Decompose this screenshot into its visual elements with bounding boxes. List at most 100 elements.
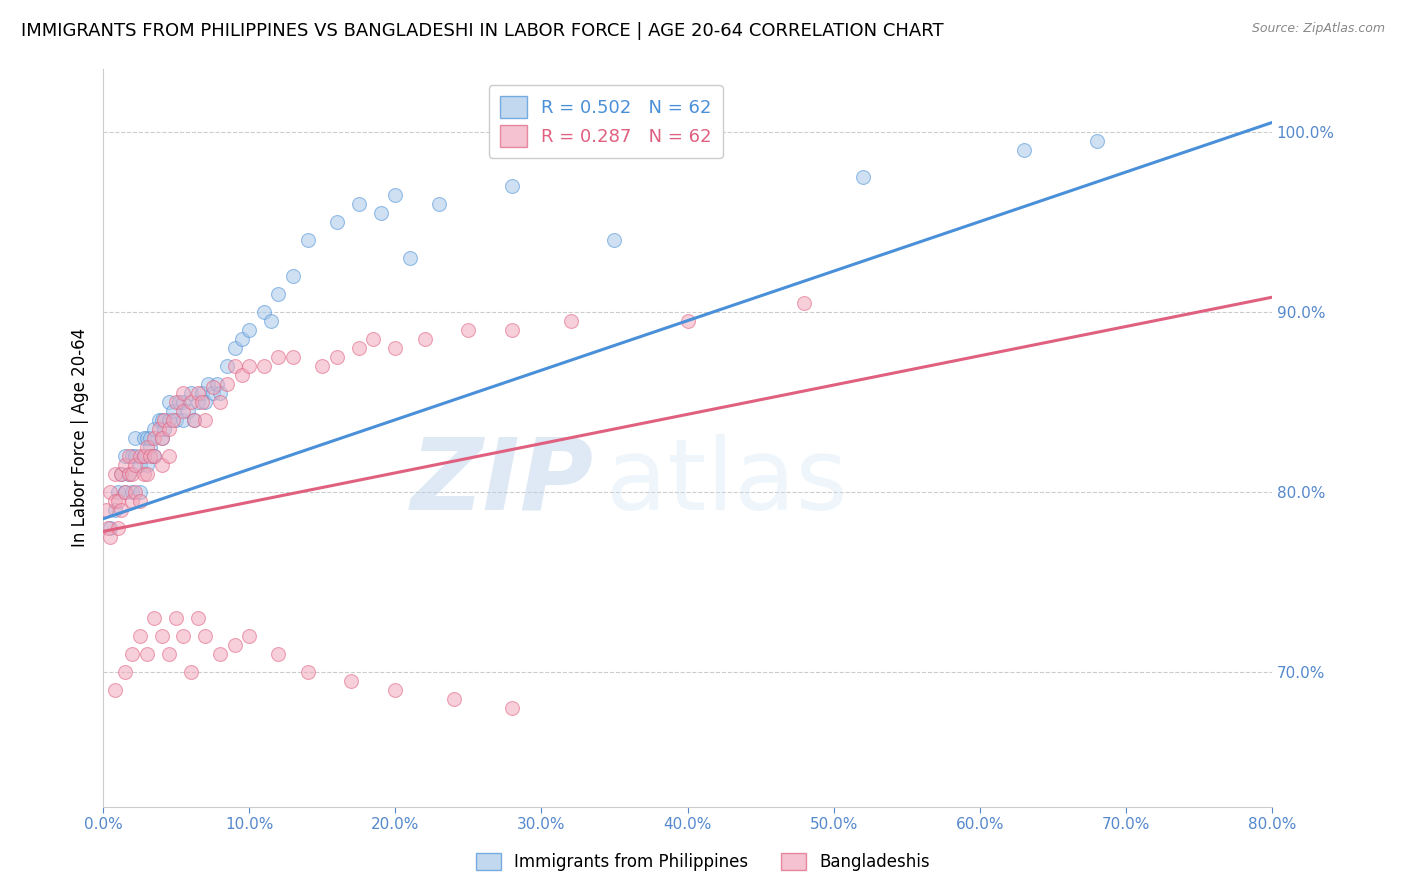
Point: [208, 394, 231, 409]
Point: [224, 359, 246, 373]
Point: [197, 376, 219, 391]
Point: [114, 484, 136, 499]
Point: [1085, 134, 1108, 148]
Point: [370, 205, 392, 219]
Point: [172, 403, 194, 417]
Point: [153, 413, 176, 427]
Point: [384, 341, 406, 355]
Point: [121, 449, 143, 463]
Point: [100, 484, 122, 499]
Point: [157, 449, 180, 463]
Point: [172, 385, 194, 400]
Point: [167, 394, 190, 409]
Text: IMMIGRANTS FROM PHILIPPINES VS BANGLADESHI IN LABOR FORCE | AGE 20-64 CORRELATIO: IMMIGRANTS FROM PHILIPPINES VS BANGLADES…: [21, 22, 943, 40]
Point: [157, 413, 180, 427]
Point: [347, 196, 370, 211]
Point: [132, 449, 155, 463]
Point: [260, 314, 283, 328]
Point: [114, 449, 136, 463]
Point: [107, 493, 129, 508]
Point: [157, 647, 180, 661]
Point: [121, 484, 143, 499]
Point: [132, 431, 155, 445]
Point: [165, 413, 187, 427]
Point: [180, 385, 202, 400]
Point: [384, 187, 406, 202]
Point: [172, 413, 194, 427]
Point: [114, 665, 136, 679]
Point: [128, 449, 150, 463]
Point: [100, 530, 122, 544]
Point: [231, 368, 253, 382]
Point: [347, 341, 370, 355]
Point: [110, 467, 132, 481]
Point: [224, 341, 246, 355]
Point: [172, 629, 194, 643]
Point: [363, 332, 385, 346]
Point: [384, 682, 406, 697]
Point: [208, 647, 231, 661]
Point: [124, 431, 146, 445]
Point: [148, 413, 170, 427]
Point: [501, 701, 523, 715]
Point: [194, 394, 217, 409]
Point: [326, 214, 349, 228]
Point: [110, 467, 132, 481]
Legend: Immigrants from Philippines, Bangladeshis: Immigrants from Philippines, Bangladeshi…: [467, 845, 939, 880]
Point: [143, 422, 166, 436]
Point: [205, 376, 228, 391]
Point: [267, 286, 290, 301]
Point: [183, 413, 205, 427]
Point: [104, 493, 127, 508]
Point: [139, 440, 162, 454]
Point: [139, 431, 162, 445]
Point: [100, 521, 122, 535]
Point: [153, 422, 176, 436]
Y-axis label: In Labor Force | Age 20-64: In Labor Force | Age 20-64: [72, 328, 89, 548]
Point: [194, 629, 217, 643]
Point: [150, 458, 173, 472]
Point: [114, 484, 136, 499]
Legend: R = 0.502   N = 62, R = 0.287   N = 62: R = 0.502 N = 62, R = 0.287 N = 62: [489, 85, 723, 158]
Text: atlas: atlas: [606, 434, 848, 531]
Point: [143, 449, 166, 463]
Point: [427, 196, 450, 211]
Point: [124, 458, 146, 472]
Point: [180, 394, 202, 409]
Point: [150, 431, 173, 445]
Point: [1012, 143, 1035, 157]
Text: Source: ZipAtlas.com: Source: ZipAtlas.com: [1251, 22, 1385, 36]
Point: [165, 611, 187, 625]
Point: [501, 178, 523, 193]
Point: [107, 484, 129, 499]
Point: [501, 323, 523, 337]
Point: [793, 295, 815, 310]
Point: [267, 647, 290, 661]
Point: [217, 359, 239, 373]
Point: [165, 394, 187, 409]
Point: [399, 251, 422, 265]
Point: [297, 665, 319, 679]
Point: [238, 629, 260, 643]
Point: [136, 440, 159, 454]
Point: [676, 314, 699, 328]
Point: [187, 394, 209, 409]
Point: [157, 422, 180, 436]
Point: [281, 350, 304, 364]
Point: [143, 431, 166, 445]
Point: [118, 449, 141, 463]
Point: [253, 359, 276, 373]
Point: [107, 521, 129, 535]
Point: [603, 233, 626, 247]
Point: [128, 493, 150, 508]
Point: [267, 350, 290, 364]
Point: [238, 359, 260, 373]
Point: [191, 394, 214, 409]
Point: [110, 503, 132, 517]
Point: [136, 647, 159, 661]
Point: [340, 673, 363, 688]
Point: [157, 394, 180, 409]
Point: [121, 467, 143, 481]
Point: [150, 413, 173, 427]
Point: [150, 431, 173, 445]
